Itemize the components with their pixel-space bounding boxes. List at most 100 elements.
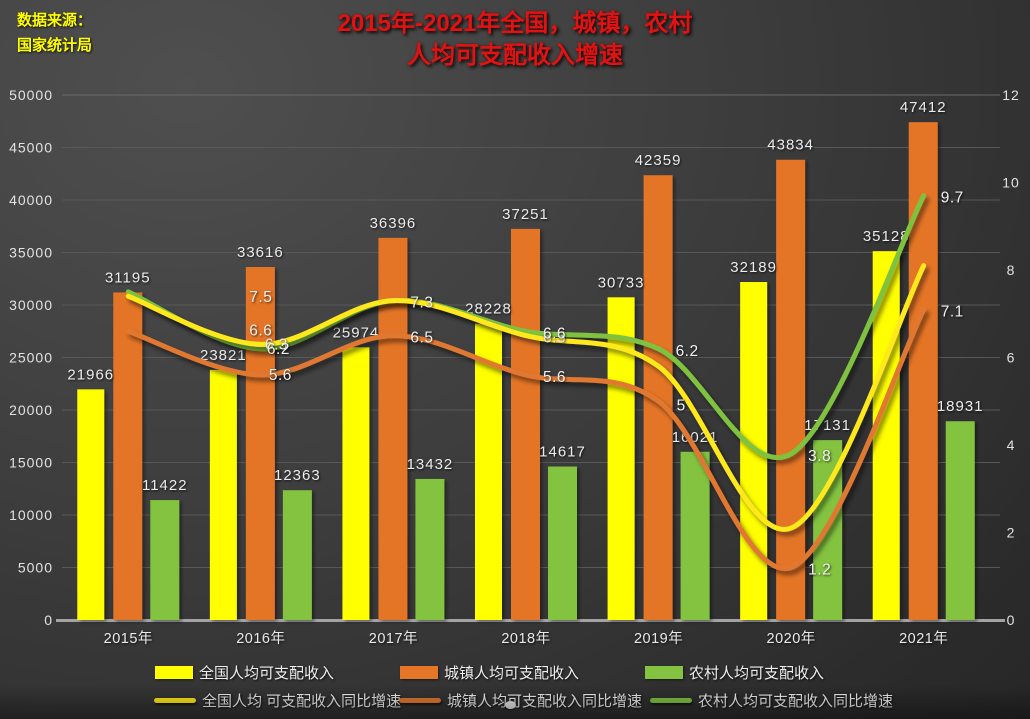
line-value-label: 6.2 xyxy=(267,341,290,358)
left-axis-tick-label: 15000 xyxy=(9,455,53,471)
bar-rural-2019年 xyxy=(680,451,710,620)
legend-item-line-rural: 农村人均可支配收入同比增速 xyxy=(650,690,893,711)
bar-value-label: 25974 xyxy=(333,324,380,341)
x-axis-category-label: 2018年 xyxy=(501,630,550,647)
line-value-label: 7.5 xyxy=(249,289,272,306)
legend-line-swatch-icon xyxy=(154,698,196,703)
right-axis-tick-label: 8 xyxy=(1007,262,1016,278)
legend-row-bars: 全国人均可支配收入 城镇人均可支配收入 农村人均可支配收入 xyxy=(0,662,1030,682)
legend-item-line-urban: 城镇人均可支配收入同比增速 xyxy=(399,690,642,711)
left-axis-tick-label: 45000 xyxy=(9,140,53,156)
bar-national-2016年 xyxy=(209,369,237,620)
bar-urban-2016年 xyxy=(245,267,275,620)
bar-value-label: 11422 xyxy=(142,477,188,494)
bar-value-label: 35128 xyxy=(863,228,910,245)
legend-label: 全国人均 可支配收入同比增速 xyxy=(202,693,402,710)
bar-urban-2019年 xyxy=(643,175,673,620)
bar-urban-2018年 xyxy=(511,228,540,620)
page-indicator-dot[interactable] xyxy=(505,701,516,709)
source-line-1: 数据来源： xyxy=(17,12,93,29)
bar-urban-2017年 xyxy=(378,237,408,621)
bar-value-label: 43834 xyxy=(767,137,814,154)
bar-value-label: 32189 xyxy=(730,259,777,276)
chart-title: 2015年-2021年全国，城镇，农村 人均可支配收入增速 xyxy=(0,8,1030,72)
trend-line-rural xyxy=(125,193,927,460)
trend-line-national xyxy=(125,263,927,532)
bar-value-label: 36396 xyxy=(370,215,417,232)
left-axis-tick-label: 5000 xyxy=(18,560,53,576)
line-value-label: 6.3 xyxy=(265,336,288,353)
left-axis-tick-label: 25000 xyxy=(9,350,53,366)
bar-national-2018年 xyxy=(475,323,502,620)
source-line-2: 国家统计局 xyxy=(17,36,93,54)
x-axis-category-label: 2021年 xyxy=(899,630,948,647)
x-axis-category-label: 2016年 xyxy=(236,630,285,647)
line-value-label: 3.8 xyxy=(808,448,831,465)
legend-bar-swatch-icon xyxy=(155,666,193,679)
left-axis-tick-label: 10000 xyxy=(9,507,53,523)
bar-urban-2021年 xyxy=(908,122,938,620)
right-axis-tick-label: 4 xyxy=(1007,437,1016,453)
bar-value-label: 47412 xyxy=(900,99,947,116)
bar-national-2017年 xyxy=(342,347,370,620)
legend-item-bar-national: 全国人均可支配收入 xyxy=(155,662,334,683)
x-axis-category-label: 2020年 xyxy=(767,630,816,647)
legend-bar-swatch-icon xyxy=(645,666,683,679)
bar-value-label: 42359 xyxy=(635,152,682,169)
line-value-label: 5.6 xyxy=(543,369,566,386)
bar-national-2021年 xyxy=(872,251,900,620)
left-axis-tick-label: 50000 xyxy=(9,87,53,103)
legend-item-bar-urban: 城镇人均可支配收入 xyxy=(400,662,579,683)
right-axis-tick-label: 12 xyxy=(1002,87,1020,103)
left-axis-tick-label: 0 xyxy=(44,612,53,628)
right-axis-tick-label: 6 xyxy=(1007,350,1016,366)
bar-value-label: 21966 xyxy=(67,366,114,383)
right-axis-tick-label: 2 xyxy=(1007,525,1016,541)
right-axis-tick-label: 10 xyxy=(1002,175,1020,191)
chart-title-line-1: 2015年-2021年全国，城镇，农村 xyxy=(337,10,693,37)
legend-item-line-national: 全国人均 可支配收入同比增速 xyxy=(154,690,401,711)
legend-line-swatch-icon xyxy=(399,698,441,703)
legend-bar-swatch-icon xyxy=(400,666,438,679)
line-value-label: 6.6 xyxy=(543,325,566,342)
line-value-label: 5 xyxy=(677,397,686,414)
line-value-label: 7.1 xyxy=(941,303,964,320)
data-source-note: 数据来源： 国家统计局 xyxy=(17,9,92,59)
bar-value-label: 28228 xyxy=(465,301,512,318)
right-axis-tick-label: 0 xyxy=(1007,612,1016,628)
bar-value-label: 14617 xyxy=(539,444,586,461)
bar-value-label: 33616 xyxy=(237,244,284,261)
bar-rural-2015年 xyxy=(150,500,180,620)
legend-label: 城镇人均可支配收入同比增速 xyxy=(447,693,643,710)
line-value-label: 1.2 xyxy=(808,562,831,579)
bar-national-2015年 xyxy=(77,389,105,620)
bar-value-label: 31195 xyxy=(105,269,151,286)
bar-urban-2015年 xyxy=(113,292,143,620)
chart-title-line-2: 人均可支配收入增速 xyxy=(407,42,623,69)
line-value-label: 9.7 xyxy=(941,190,964,207)
left-axis-tick-label: 35000 xyxy=(9,245,53,261)
bar-rural-2016年 xyxy=(282,490,312,620)
bar-rural-2018年 xyxy=(548,466,577,620)
line-value-label: 6.5 xyxy=(410,330,433,347)
bar-value-label: 18931 xyxy=(937,398,984,415)
x-axis-category-label: 2017年 xyxy=(369,630,418,647)
x-axis-category-label: 2015年 xyxy=(104,630,153,647)
line-value-label: 6.2 xyxy=(676,343,699,360)
legend-label: 全国人均可支配收入 xyxy=(199,665,335,682)
legend-label: 农村人均可支配收入 xyxy=(689,665,825,682)
trend-line-urban xyxy=(125,306,927,572)
bar-value-label: 23821 xyxy=(200,347,247,364)
line-value-label: 6.5 xyxy=(543,330,566,347)
legend-label: 城镇人均可支配收入 xyxy=(444,665,580,682)
bar-value-label: 13432 xyxy=(407,456,454,473)
bar-value-label: 12363 xyxy=(274,467,321,484)
bar-value-label: 37251 xyxy=(502,206,549,223)
legend-item-bar-rural: 农村人均可支配收入 xyxy=(645,662,824,683)
bar-rural-2021年 xyxy=(945,421,975,620)
legend-label: 农村人均可支配收入同比增速 xyxy=(698,693,894,710)
legend-row-lines: 全国人均 可支配收入同比增速 城镇人均可支配收入同比增速 农村人均可支配收入同比增速 xyxy=(0,690,1030,710)
bar-urban-2020年 xyxy=(776,159,806,621)
